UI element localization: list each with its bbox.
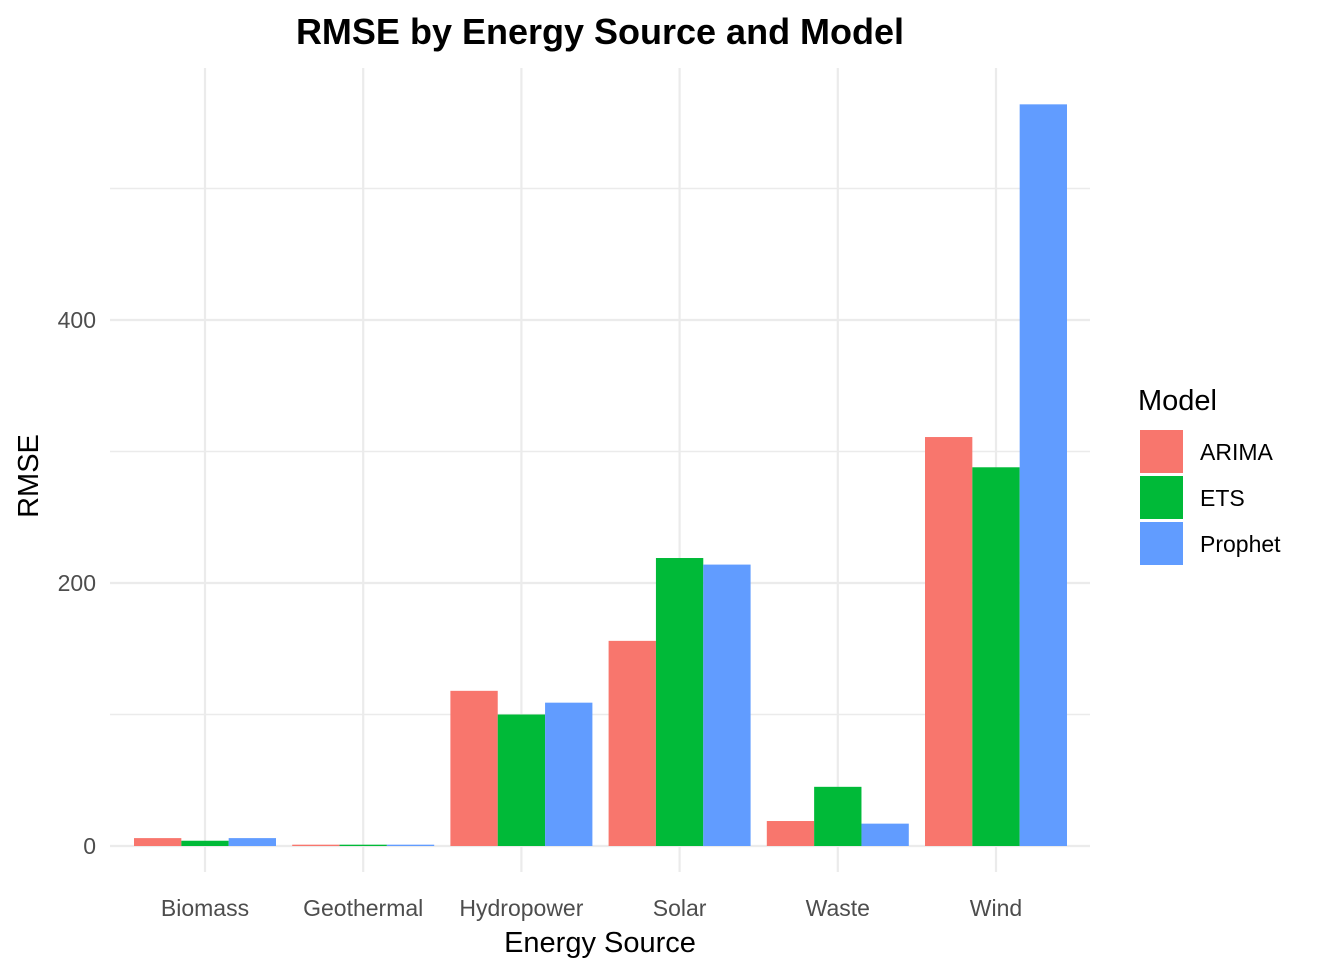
bar-arima-solar <box>608 640 656 846</box>
legend-label-prophet: Prophet <box>1200 531 1281 557</box>
x-tick-label: Solar <box>653 895 707 921</box>
legend-items: ARIMA ETS Prophet <box>1140 430 1281 565</box>
x-tick-label: Biomass <box>161 895 249 921</box>
bar-arima-wind <box>925 437 973 846</box>
bar-ets-solar <box>655 558 704 846</box>
legend-title: Model <box>1138 385 1217 417</box>
bar-prophet-biomass <box>228 838 276 846</box>
x-tick-label: Geothermal <box>303 895 423 921</box>
bar-prophet-waste <box>861 823 909 846</box>
legend-label-ets: ETS <box>1200 485 1245 511</box>
legend-label-arima: ARIMA <box>1200 439 1274 465</box>
x-tick-label: Hydropower <box>459 895 583 921</box>
bar-ets-wind <box>972 467 1020 846</box>
x-axis-title: Energy Source <box>504 927 696 959</box>
bars <box>134 104 1067 847</box>
bar-ets-geothermal <box>339 844 387 846</box>
bar-arima-geothermal <box>292 844 340 846</box>
bar-prophet-solar <box>703 564 751 846</box>
legend-key-arima <box>1140 430 1183 473</box>
legend-key-ets <box>1140 476 1183 519</box>
x-tick-label: Wind <box>970 895 1022 921</box>
y-tick-label: 0 <box>83 833 96 859</box>
bar-prophet-wind <box>1019 104 1067 847</box>
x-tick-label: Waste <box>806 895 870 921</box>
bar-ets-hydropower <box>497 714 546 846</box>
y-tick-label: 200 <box>58 570 96 596</box>
chart-title: RMSE by Energy Source and Model <box>296 11 904 52</box>
bar-arima-hydropower <box>450 690 498 846</box>
y-axis-title: RMSE <box>13 434 45 518</box>
y-tick-label: 400 <box>58 307 96 333</box>
legend: Model ARIMA ETS Prophet <box>1138 385 1281 565</box>
axis-labels: 0 200 400 Biomass Geothermal Hydropower Solar W… <box>58 307 1023 921</box>
bar-prophet-hydropower <box>545 702 593 846</box>
bar-arima-biomass <box>134 838 182 846</box>
legend-key-prophet <box>1140 522 1183 565</box>
bar-ets-biomass <box>181 840 229 846</box>
bar-ets-waste <box>814 786 862 846</box>
bar-prophet-geothermal <box>386 844 435 846</box>
bar-arima-waste <box>766 821 815 846</box>
